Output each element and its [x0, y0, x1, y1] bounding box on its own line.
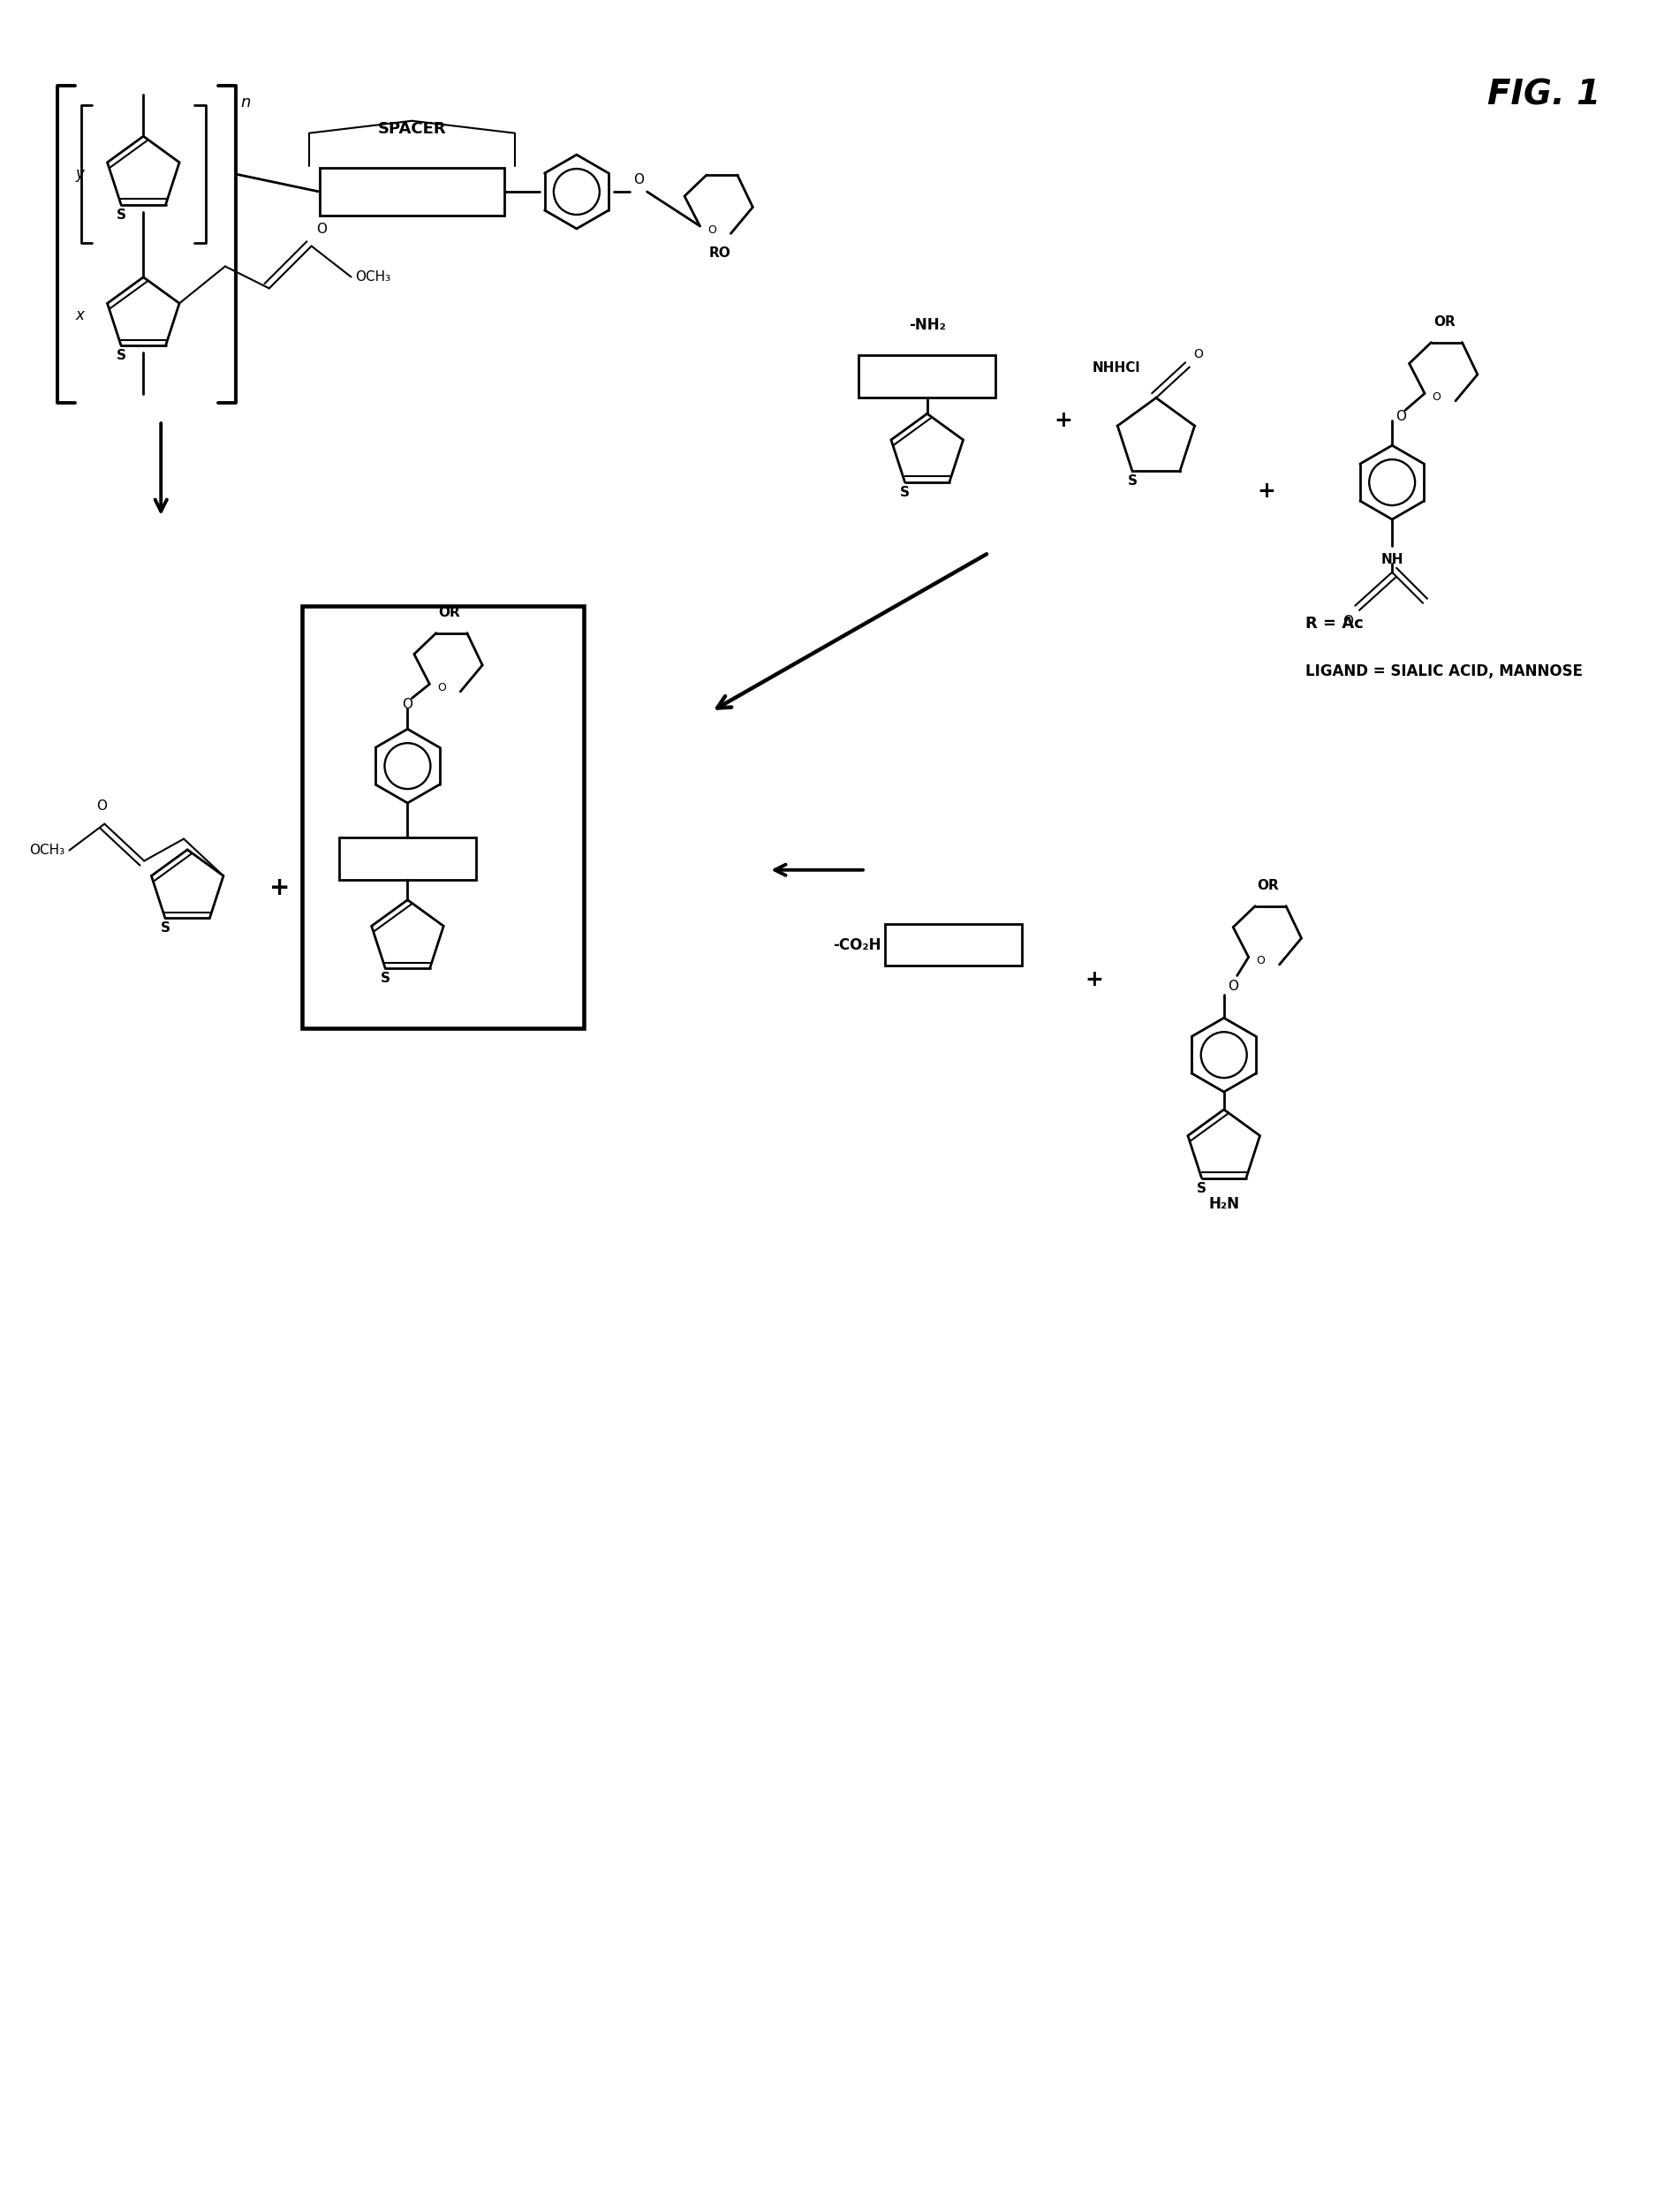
Text: OCH₃: OCH₃ — [356, 270, 391, 283]
Text: -CO₂H: -CO₂H — [833, 938, 881, 953]
Text: +: + — [1085, 969, 1103, 991]
Text: O: O — [1227, 980, 1237, 993]
Bar — [339, 838, 475, 880]
Text: NHHCl: NHHCl — [1093, 363, 1140, 374]
Text: S: S — [900, 487, 910, 500]
Text: NH: NH — [1380, 553, 1404, 566]
Text: +: + — [270, 876, 290, 900]
Text: +: + — [1054, 409, 1073, 431]
Text: O: O — [1395, 409, 1407, 422]
Text: O: O — [1256, 956, 1264, 967]
Text: x: x — [76, 307, 84, 323]
Text: n: n — [240, 95, 250, 111]
Bar — [885, 925, 1023, 967]
Text: O: O — [633, 173, 643, 186]
Bar — [860, 356, 996, 398]
Text: O: O — [1432, 392, 1441, 403]
Text: S: S — [116, 208, 126, 221]
Text: SPACER: SPACER — [378, 122, 447, 137]
Text: OR: OR — [1434, 314, 1456, 327]
Text: LIGAND = SIALIC ACID, MANNOSE: LIGAND = SIALIC ACID, MANNOSE — [1306, 664, 1583, 679]
Text: O: O — [707, 223, 717, 234]
Text: OR: OR — [1258, 878, 1279, 891]
Text: RO: RO — [709, 248, 730, 261]
Bar — [302, 606, 584, 1029]
Bar — [319, 168, 504, 217]
Text: O: O — [97, 799, 107, 812]
Text: S: S — [381, 971, 390, 984]
Text: S: S — [160, 922, 170, 936]
Text: O: O — [437, 681, 447, 695]
Text: O: O — [1194, 349, 1202, 361]
Text: OR: OR — [438, 606, 460, 619]
Text: O: O — [1343, 615, 1353, 628]
Text: FIG. 1: FIG. 1 — [1488, 77, 1600, 111]
Text: S: S — [1127, 476, 1137, 489]
Text: S: S — [116, 349, 126, 363]
Text: +: + — [1258, 480, 1276, 502]
Text: y: y — [76, 166, 84, 181]
Text: S: S — [1197, 1181, 1207, 1194]
Text: O: O — [403, 697, 413, 710]
Text: H₂N: H₂N — [1209, 1197, 1239, 1212]
Text: -NH₂: -NH₂ — [908, 316, 945, 332]
Text: OCH₃: OCH₃ — [30, 843, 65, 856]
Text: R = Ac: R = Ac — [1306, 615, 1363, 630]
Text: O: O — [316, 221, 326, 234]
